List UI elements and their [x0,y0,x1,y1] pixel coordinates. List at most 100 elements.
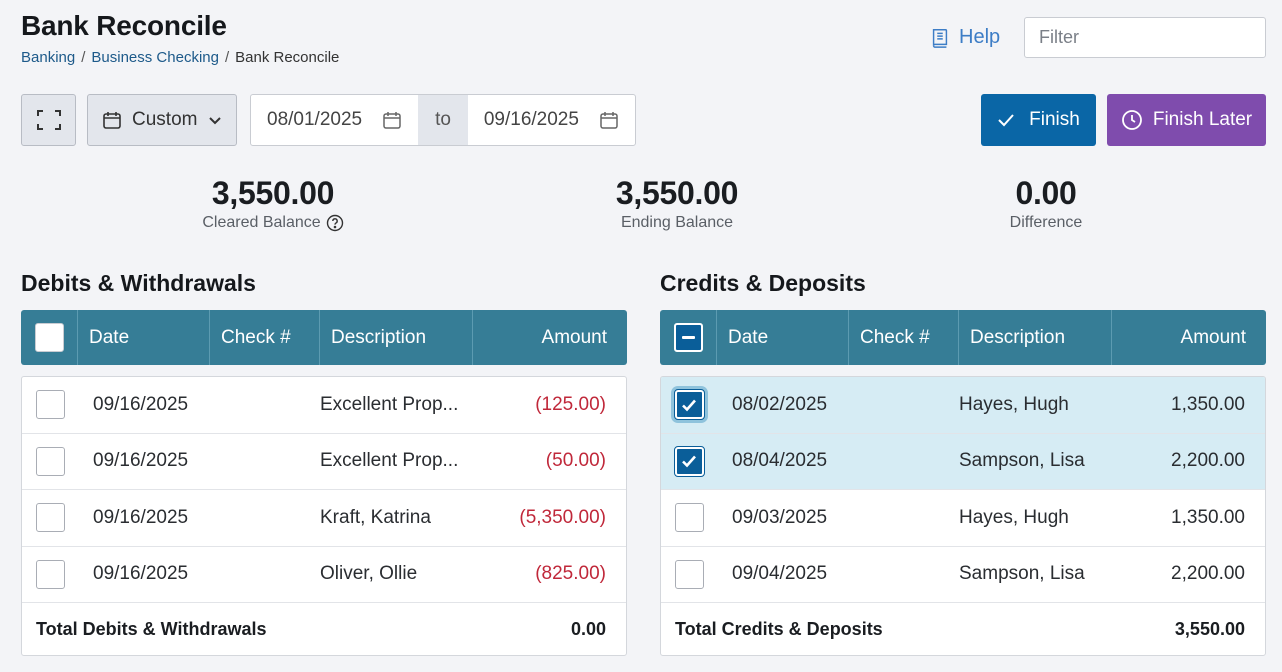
filter-field[interactable] [1024,17,1271,58]
row-checkbox[interactable] [673,445,705,477]
date-preset-dropdown[interactable]: Custom [87,94,237,146]
debits-select-all-cell [21,310,78,365]
table-row[interactable]: 09/16/2025 Kraft, Katrina (5,350.00) [22,490,626,547]
credits-col-date[interactable]: Date [717,310,849,365]
row-checkbox[interactable] [673,389,705,421]
end-date-value: 09/16/2025 [483,109,579,130]
credits-total-label: Total Credits & Deposits [675,618,883,639]
difference-value: 0.00 [1015,175,1077,211]
ending-balance-summary: 3,550.00 Ending Balance [597,175,757,232]
ending-balance-value: 3,550.00 [615,175,739,211]
row-description: Excellent Prop... [320,393,459,415]
row-amount: 2,200.00 [1171,450,1245,472]
finish-label: Finish [1029,109,1080,130]
help-circle-icon[interactable] [326,214,344,232]
table-row[interactable]: 09/16/2025 Oliver, Ollie (825.00) [22,547,626,603]
row-amount: (125.00) [535,393,606,415]
credits-total-row: Total Credits & Deposits 3,550.00 [661,603,1265,655]
calendar-icon [103,112,121,129]
row-checkbox[interactable] [35,390,65,420]
breadcrumb-separator: / [224,49,230,66]
debits-col-amount[interactable]: Amount [541,326,607,348]
row-description: Excellent Prop... [320,450,459,472]
row-checkbox[interactable] [674,559,704,589]
table-row[interactable]: 09/03/2025 Hayes, Hugh 1,350.00 [661,490,1265,547]
row-amount: (825.00) [535,563,606,585]
row-date: 09/04/2025 [732,563,828,585]
row-date: 09/16/2025 [93,506,189,528]
row-description: Sampson, Lisa [959,563,1085,585]
credits-col-check[interactable]: Check # [849,310,959,365]
table-row[interactable]: 09/16/2025 Excellent Prop... (50.00) [22,434,626,490]
calendar-icon[interactable] [599,110,619,130]
row-date: 09/03/2025 [732,506,828,528]
finish-later-button[interactable]: Finish Later [1107,94,1266,146]
debits-col-check[interactable]: Check # [210,310,320,365]
row-amount: (50.00) [545,450,606,472]
date-range: 08/01/2025 to 09/16/2025 [250,94,636,146]
row-date: 09/16/2025 [93,450,189,472]
book-icon [932,28,948,48]
row-date: 08/02/2025 [732,393,828,415]
debits-table-header: Date Check # Description Amount [21,310,627,365]
filter-input[interactable] [1039,27,1271,48]
calendar-icon[interactable] [382,110,402,130]
help-link[interactable]: Help [929,26,1000,49]
credits-select-all-cell [660,310,717,365]
credits-select-all-checkbox[interactable] [673,323,703,352]
table-row[interactable]: 08/02/2025 Hayes, Hugh 1,350.00 [661,377,1265,434]
debits-total-row: Total Debits & Withdrawals 0.00 [22,603,626,655]
cleared-balance-summary: 3,550.00 Cleared Balance [193,175,353,232]
finish-button[interactable]: Finish [981,94,1096,146]
start-date-value: 08/01/2025 [267,109,363,130]
credits-total-value: 3,550.00 [1174,618,1245,639]
debits-total-value: 0.00 [570,618,606,639]
debits-col-date[interactable]: Date [78,310,210,365]
row-checkbox[interactable] [35,446,65,476]
ending-balance-label: Ending Balance [620,214,734,231]
checkmark-icon [998,114,1014,127]
row-amount: 1,350.00 [1171,506,1245,528]
table-row[interactable]: 08/04/2025 Sampson, Lisa 2,200.00 [661,433,1265,490]
breadcrumb-banking[interactable]: Banking [21,49,76,66]
credits-table-header: Date Check # Description Amount [660,310,1266,365]
start-date-field[interactable]: 08/01/2025 [251,95,418,145]
end-date-field[interactable]: 09/16/2025 [468,95,635,145]
credits-table-body: 08/02/2025 Hayes, Hugh 1,350.00 08/04/20… [660,376,1266,656]
help-label: Help [959,26,1001,48]
difference-label: Difference [1009,214,1083,231]
table-row[interactable]: 09/16/2025 Excellent Prop... (125.00) [22,377,626,434]
row-checkbox[interactable] [35,559,65,589]
row-checkbox[interactable] [674,503,704,533]
checkmark-icon [682,455,696,468]
cleared-balance-value: 3,550.00 [211,175,335,211]
row-description: Hayes, Hugh [959,506,1069,528]
debits-title: Debits & Withdrawals [21,270,256,296]
breadcrumb-current: Bank Reconcile [235,49,340,66]
clock-icon [1121,110,1142,130]
debits-col-description[interactable]: Description [320,310,473,365]
cleared-balance-label: Cleared Balance [202,214,321,231]
row-description: Kraft, Katrina [320,506,431,528]
debits-total-label: Total Debits & Withdrawals [36,618,267,639]
table-row[interactable]: 09/04/2025 Sampson, Lisa 2,200.00 [661,547,1265,603]
expand-button[interactable] [21,94,76,146]
row-amount: 2,200.00 [1171,563,1245,585]
debits-table-body: 09/16/2025 Excellent Prop... (125.00) 09… [21,376,627,656]
row-date: 09/16/2025 [93,393,189,415]
row-amount: 1,350.00 [1171,393,1245,415]
row-date: 09/16/2025 [93,563,189,585]
credits-col-amount[interactable]: Amount [1180,326,1246,348]
row-amount: (5,350.00) [519,506,606,528]
row-description: Oliver, Ollie [320,563,418,585]
credits-col-description[interactable]: Description [959,310,1112,365]
breadcrumb: Banking / Business Checking / Bank Recon… [21,49,339,66]
expand-icon [36,110,61,130]
debits-select-all-checkbox[interactable] [34,323,64,352]
row-checkbox[interactable] [35,503,65,533]
breadcrumb-separator: / [81,49,86,66]
row-description: Hayes, Hugh [959,393,1069,415]
breadcrumb-business-checking[interactable]: Business Checking [91,49,219,66]
row-date: 08/04/2025 [732,450,828,472]
difference-summary: 0.00 Difference [976,175,1116,232]
